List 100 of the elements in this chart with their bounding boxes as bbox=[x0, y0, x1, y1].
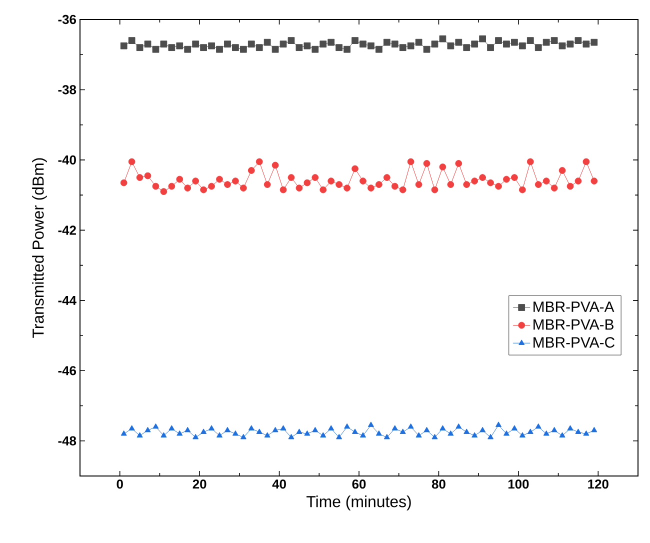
point bbox=[534, 44, 542, 52]
x-tick-label: 0 bbox=[116, 480, 123, 489]
y-tick-label: -44 bbox=[58, 296, 76, 305]
point bbox=[200, 428, 207, 434]
point bbox=[216, 176, 223, 183]
point bbox=[503, 40, 510, 48]
point bbox=[583, 430, 590, 436]
point bbox=[144, 40, 152, 48]
point bbox=[120, 42, 128, 50]
point bbox=[224, 426, 230, 432]
point bbox=[376, 430, 382, 436]
point bbox=[479, 174, 486, 181]
point bbox=[375, 181, 382, 188]
point bbox=[320, 186, 327, 194]
point bbox=[383, 174, 390, 181]
point bbox=[280, 425, 286, 430]
point bbox=[472, 432, 478, 438]
point bbox=[280, 40, 287, 48]
point bbox=[328, 425, 334, 430]
point bbox=[176, 42, 184, 50]
point bbox=[256, 428, 262, 434]
point bbox=[352, 165, 358, 172]
point bbox=[192, 434, 199, 440]
point bbox=[447, 42, 454, 50]
x-tick-label: 40 bbox=[272, 480, 286, 489]
point bbox=[160, 188, 168, 195]
point bbox=[224, 40, 231, 48]
point bbox=[352, 428, 358, 434]
point bbox=[304, 430, 310, 436]
y-axis-title: Transmitted Power (dBm) bbox=[32, 158, 47, 338]
point bbox=[184, 426, 191, 432]
point bbox=[336, 44, 343, 52]
point bbox=[296, 428, 302, 434]
point bbox=[511, 174, 518, 181]
point bbox=[447, 181, 454, 188]
point bbox=[488, 434, 494, 440]
point bbox=[503, 176, 510, 183]
point bbox=[288, 174, 295, 181]
point bbox=[312, 426, 318, 432]
point bbox=[495, 422, 502, 427]
point bbox=[256, 158, 263, 166]
point bbox=[408, 423, 414, 429]
point bbox=[152, 182, 160, 190]
point bbox=[542, 38, 550, 46]
point bbox=[542, 178, 550, 184]
point bbox=[200, 44, 207, 52]
point bbox=[558, 167, 566, 174]
point bbox=[344, 46, 350, 53]
point bbox=[312, 46, 319, 53]
y-tick-label: -46 bbox=[58, 366, 76, 376]
point bbox=[471, 178, 478, 184]
point bbox=[423, 160, 430, 167]
point bbox=[487, 44, 494, 52]
point bbox=[582, 158, 590, 166]
point bbox=[200, 186, 207, 194]
x-tick-label: 20 bbox=[192, 480, 206, 489]
point bbox=[216, 432, 223, 438]
legend-label: MBR-PVA-C bbox=[534, 337, 615, 348]
point bbox=[487, 179, 494, 186]
point bbox=[272, 426, 278, 432]
point bbox=[368, 422, 374, 427]
point bbox=[384, 434, 390, 440]
point bbox=[232, 44, 239, 52]
point bbox=[152, 423, 159, 429]
point bbox=[375, 46, 382, 53]
point bbox=[399, 186, 406, 194]
x-tick-label: 80 bbox=[432, 480, 446, 489]
point bbox=[248, 40, 255, 48]
point bbox=[264, 38, 271, 46]
point bbox=[248, 425, 254, 430]
point bbox=[503, 430, 510, 436]
point bbox=[312, 174, 319, 181]
point bbox=[415, 181, 422, 188]
point bbox=[582, 40, 590, 48]
point bbox=[272, 162, 279, 169]
point bbox=[368, 42, 374, 50]
point bbox=[296, 184, 303, 192]
point bbox=[184, 46, 192, 53]
point bbox=[559, 432, 566, 438]
point bbox=[264, 181, 271, 188]
point bbox=[328, 38, 335, 46]
point bbox=[391, 182, 398, 190]
point bbox=[128, 158, 136, 166]
point bbox=[192, 40, 200, 48]
y-tick-label: -36 bbox=[58, 14, 76, 24]
point bbox=[575, 428, 582, 434]
point bbox=[471, 40, 478, 48]
point bbox=[518, 42, 526, 50]
point bbox=[216, 46, 223, 53]
point bbox=[455, 160, 462, 167]
point bbox=[152, 46, 160, 53]
point bbox=[120, 179, 128, 186]
point bbox=[208, 42, 215, 50]
point bbox=[336, 434, 342, 440]
point bbox=[464, 428, 470, 434]
point bbox=[240, 46, 247, 53]
y-tick-label: -42 bbox=[58, 226, 76, 235]
point bbox=[550, 37, 558, 44]
x-tick-label: 60 bbox=[352, 480, 366, 489]
point bbox=[424, 426, 430, 432]
